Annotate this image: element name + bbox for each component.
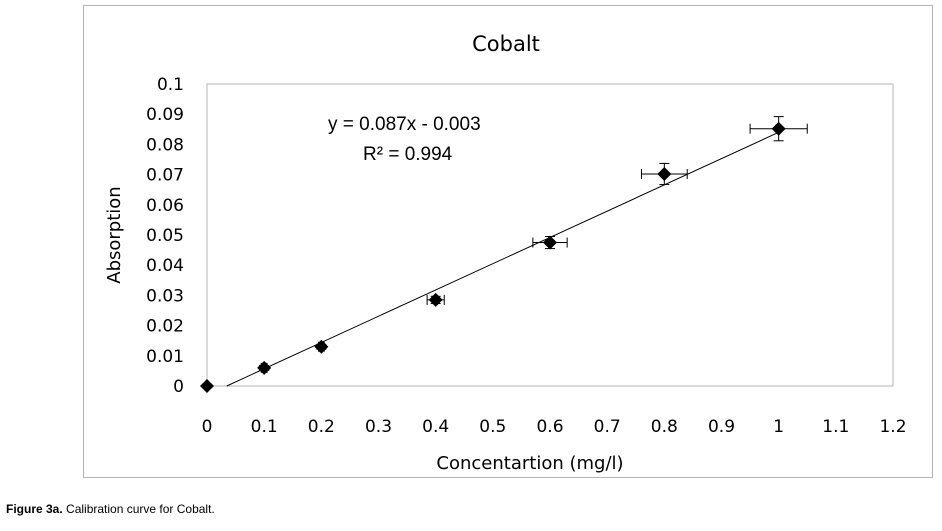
data-point-marker	[428, 292, 443, 307]
x-tick-label: 1.1	[822, 417, 849, 437]
y-tick-label: 0.08	[146, 135, 184, 155]
data-point-marker	[257, 360, 272, 375]
chart-area: Cobalt 0 0.01 0.02 0.03 0.04 0.05 0.06 0.07 0.08…	[83, 5, 933, 478]
x-tick-label: 0.3	[365, 417, 392, 437]
y-tick-label: 0.1	[157, 75, 184, 95]
data-point-marker	[543, 235, 557, 250]
x-tick-label: 0.5	[479, 417, 506, 437]
data-point-marker	[657, 166, 672, 181]
y-tick-label: 0	[173, 377, 184, 397]
x-tick-label: 1	[773, 417, 784, 437]
y-tick-label: 0.05	[146, 226, 184, 246]
trendline	[226, 131, 779, 387]
r-squared-label: R² = 0.994	[363, 144, 453, 165]
y-tick-label: 0.04	[146, 256, 184, 276]
chart-svg: Cobalt 0 0.01 0.02 0.03 0.04 0.05 0.06 0.07 0.08…	[104, 32, 907, 474]
y-tick-label: 0.02	[146, 317, 184, 337]
data-point-marker	[200, 379, 214, 393]
data-point-marker	[314, 339, 329, 354]
x-axis-ticks: 0 0.1 0.2 0.3 0.4 0.5 0.6 0.7 0.8 0.9 1 1.1 1.2	[202, 417, 907, 437]
y-tick-label: 0.01	[146, 347, 184, 367]
x-tick-label: 0.8	[651, 417, 678, 437]
plot-area	[206, 83, 894, 387]
x-tick-label: 0	[202, 417, 213, 437]
y-axis-title: Absorption	[104, 186, 125, 283]
x-tick-label: 0.9	[708, 417, 735, 437]
trendline-group	[226, 131, 779, 387]
data-point-marker	[771, 121, 786, 136]
x-tick-label: 0.2	[308, 417, 335, 437]
x-axis-title: Concentartion (mg/l)	[436, 453, 623, 474]
y-tick-label: 0.07	[146, 166, 184, 186]
x-tick-label: 0.7	[594, 417, 621, 437]
y-tick-label: 0.09	[146, 105, 184, 125]
chart-title: Cobalt	[472, 32, 540, 56]
x-tick-label: 0.6	[536, 417, 563, 437]
figure-caption: Figure 3a. Calibration curve for Cobalt.	[6, 502, 215, 516]
caption-label: Figure 3a.	[6, 502, 63, 516]
y-axis-ticks: 0 0.01 0.02 0.03 0.04 0.05 0.06 0.07 0.08 0.09 0.1	[146, 75, 184, 397]
x-tick-label: 0.4	[422, 417, 449, 437]
y-tick-label: 0.03	[146, 286, 184, 306]
caption-text: Calibration curve for Cobalt.	[66, 502, 215, 516]
x-tick-label: 1.2	[879, 417, 906, 437]
y-tick-label: 0.06	[146, 196, 184, 216]
x-tick-label: 0.1	[251, 417, 278, 437]
data-points	[200, 116, 808, 393]
trendline-equation: y = 0.087x - 0.003	[328, 114, 481, 135]
